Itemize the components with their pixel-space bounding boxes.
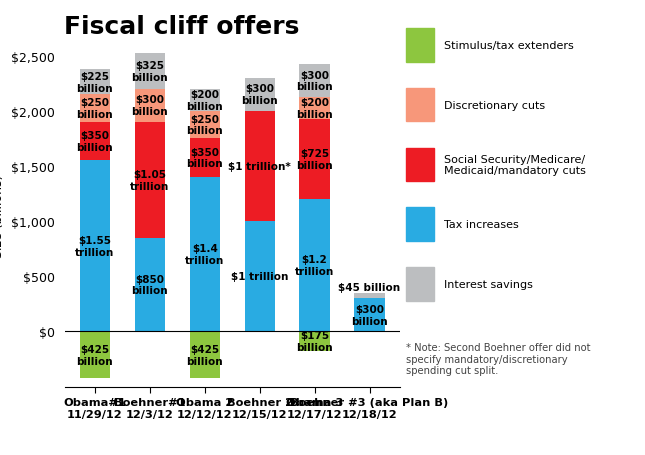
Bar	[80, 122, 110, 161]
Text: Interest savings: Interest savings	[444, 279, 532, 289]
Bar	[190, 90, 220, 111]
Text: $850
billion: $850 billion	[132, 274, 168, 296]
Bar	[299, 65, 330, 98]
Bar	[355, 294, 384, 298]
Text: $1 trillion: $1 trillion	[231, 272, 288, 282]
Text: Stimulus/tax extenders: Stimulus/tax extenders	[444, 41, 573, 51]
Text: Discretionary cuts: Discretionary cuts	[444, 101, 544, 111]
Text: $45 billion: $45 billion	[339, 282, 401, 292]
Bar	[80, 332, 110, 379]
Bar	[135, 54, 165, 90]
Bar	[355, 298, 384, 332]
Text: $1.55
trillion: $1.55 trillion	[75, 236, 114, 257]
Text: $1.4
trillion: $1.4 trillion	[185, 244, 224, 265]
Text: $1.05
trillion: $1.05 trillion	[130, 170, 170, 191]
Text: $300
billion: $300 billion	[132, 95, 168, 117]
Text: $1 trillion*: $1 trillion*	[228, 162, 291, 172]
Text: $350
billion: $350 billion	[186, 147, 223, 169]
Bar	[299, 332, 330, 351]
Text: $250
billion: $250 billion	[77, 98, 113, 120]
Text: $425
billion: $425 billion	[186, 344, 223, 366]
Bar	[406, 148, 434, 182]
Bar	[80, 161, 110, 332]
Text: $425
billion: $425 billion	[77, 344, 113, 366]
Bar	[244, 79, 275, 111]
Bar	[406, 268, 434, 301]
Text: $300
billion: $300 billion	[296, 71, 333, 92]
Text: $325
billion: $325 billion	[132, 61, 168, 82]
Bar	[299, 98, 330, 120]
Text: $250
billion: $250 billion	[186, 115, 223, 136]
Text: Tax increases: Tax increases	[444, 220, 518, 230]
Bar	[244, 111, 275, 222]
Text: $1.2
trillion: $1.2 trillion	[295, 255, 334, 277]
Text: $725
billion: $725 billion	[296, 149, 333, 171]
Text: * Note: Second Boehner offer did not
specify mandatory/discretionary
spending cu: * Note: Second Boehner offer did not spe…	[406, 342, 591, 375]
Bar	[299, 120, 330, 200]
Text: $200
billion: $200 billion	[186, 90, 223, 111]
Text: $300
billion: $300 billion	[241, 84, 278, 106]
Bar	[190, 111, 220, 139]
Bar	[135, 122, 165, 238]
Text: $350
billion: $350 billion	[77, 131, 113, 152]
Bar	[190, 177, 220, 332]
Bar	[80, 70, 110, 95]
Text: $300
billion: $300 billion	[352, 304, 388, 326]
Text: $175
billion: $175 billion	[296, 331, 333, 352]
Bar	[135, 90, 165, 122]
Text: $200
billion: $200 billion	[296, 98, 333, 120]
Bar	[244, 222, 275, 332]
Bar	[299, 200, 330, 332]
Text: $225
billion: $225 billion	[77, 72, 113, 93]
Text: Fiscal cliff offers: Fiscal cliff offers	[64, 15, 300, 40]
Bar	[135, 238, 165, 332]
Bar	[190, 139, 220, 177]
Text: Social Security/Medicare/
Medicaid/mandatory cuts: Social Security/Medicare/ Medicaid/manda…	[444, 154, 586, 176]
Bar	[190, 332, 220, 379]
Bar	[80, 95, 110, 122]
Bar	[406, 208, 434, 242]
Y-axis label: Size (billions): Size (billions)	[0, 175, 5, 258]
Bar	[406, 29, 434, 62]
Bar	[406, 89, 434, 122]
